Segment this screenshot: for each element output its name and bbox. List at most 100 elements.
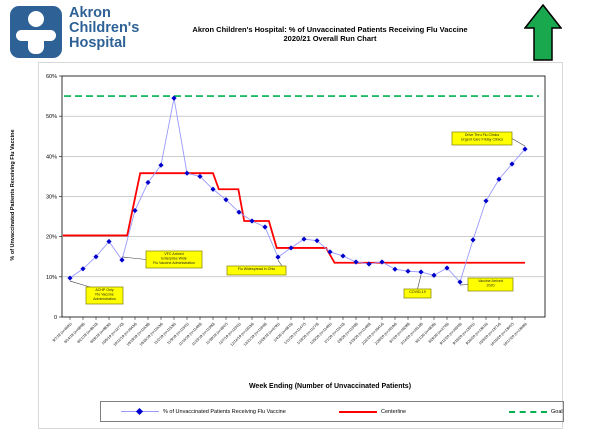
data-point-marker bbox=[470, 237, 476, 243]
annotation-text: 2020 bbox=[487, 284, 495, 288]
legend-label-centerline: Centerline bbox=[381, 408, 407, 415]
annotation-callout: Flu Widespread in Ohio bbox=[226, 259, 287, 276]
annotation-callout: COVID-19 bbox=[403, 274, 432, 299]
x-tick-label: 10/19/19 (n=11638) bbox=[126, 322, 151, 347]
data-point-marker bbox=[236, 209, 242, 215]
annotation-text: Urgent Care Friday Clinics bbox=[461, 138, 503, 142]
x-tick-label: 10/26/19 (n=11634) bbox=[139, 322, 164, 347]
annotation-text: Flu Vaccine bbox=[95, 293, 114, 297]
diamond-marker-icon bbox=[135, 407, 144, 415]
data-point-marker bbox=[158, 162, 164, 168]
logo-line-2: Children's bbox=[69, 20, 140, 36]
hospital-logo: Akron Children's Hospital bbox=[10, 6, 139, 58]
data-point-marker bbox=[405, 268, 411, 274]
data-point-marker bbox=[145, 179, 151, 186]
annotation-text: COVID-19 bbox=[409, 290, 426, 294]
annotation-text: Flu Vaccine Administration bbox=[153, 261, 195, 265]
hospital-logo-icon bbox=[10, 6, 62, 58]
data-point-marker bbox=[132, 207, 138, 214]
logo-line-1: Akron bbox=[69, 5, 111, 21]
logo-line-3: Hospital bbox=[69, 35, 127, 51]
data-point-marker bbox=[106, 238, 112, 245]
data-point-marker bbox=[457, 279, 463, 285]
y-tick-label: 20% bbox=[46, 235, 57, 241]
legend-item-goal: Goal bbox=[509, 402, 563, 421]
data-point-marker bbox=[262, 224, 268, 230]
legend-item-series: % of Unvaccinated Patients Receiving Flu… bbox=[121, 402, 286, 421]
trend-up-arrow-icon bbox=[523, 3, 563, 67]
annotation-leader bbox=[459, 284, 469, 286]
data-point-marker bbox=[379, 259, 385, 265]
legend-item-centerline: Centerline bbox=[339, 402, 406, 421]
data-point-marker bbox=[288, 245, 294, 251]
data-point-marker bbox=[93, 254, 99, 260]
data-point-marker bbox=[509, 161, 515, 167]
annotation-text: Drive Thru Flu Clinics bbox=[465, 133, 499, 137]
annotation-box bbox=[451, 131, 513, 146]
annotation-leader bbox=[277, 259, 283, 267]
data-point-marker bbox=[223, 197, 229, 203]
hospital-logo-text: Akron Children's Hospital bbox=[69, 6, 139, 51]
annotation-leader bbox=[417, 274, 422, 290]
data-point-marker bbox=[431, 272, 437, 278]
y-tick-label: 30% bbox=[46, 195, 57, 201]
data-point-marker bbox=[444, 265, 450, 271]
logo-baby-body bbox=[28, 30, 44, 54]
y-tick-label: 0 bbox=[54, 315, 57, 321]
annotation-text: Administration bbox=[93, 297, 116, 301]
x-tick-label: 10/17/20 (n=13686) bbox=[503, 322, 528, 347]
annotation-box bbox=[145, 250, 203, 269]
data-point-marker bbox=[522, 146, 528, 152]
y-tick-label: 40% bbox=[46, 154, 57, 160]
data-point-marker bbox=[67, 275, 73, 281]
x-tick-label: 12/21/19 (n=11848) bbox=[243, 322, 268, 347]
data-point-marker bbox=[327, 249, 333, 255]
annotation-box bbox=[226, 265, 287, 276]
data-point-marker bbox=[301, 236, 307, 242]
data-point-marker bbox=[119, 257, 125, 263]
annotation-text: Vaccine Arrived bbox=[478, 279, 503, 283]
legend-label-series: % of Unvaccinated Patients Receiving Flu… bbox=[163, 408, 286, 415]
data-point-marker bbox=[249, 218, 255, 224]
chart-legend: % of Unvaccinated Patients Receiving Flu… bbox=[100, 401, 564, 422]
legend-label-goal: Goal bbox=[551, 408, 563, 415]
data-point-marker bbox=[171, 95, 177, 101]
data-point-marker bbox=[392, 266, 398, 272]
data-point-marker bbox=[314, 238, 320, 244]
chart-title-line2: 2020/21 Overall Run Chart bbox=[283, 34, 377, 43]
centerline bbox=[62, 172, 525, 264]
annotation-leader bbox=[69, 280, 91, 288]
chart-title: Akron Children's Hospital: % of Unvaccin… bbox=[100, 25, 560, 43]
x-tick-label: 11/23/19 (n=11300) bbox=[191, 322, 216, 347]
chart-title-line1: Akron Children's Hospital: % of Unvaccin… bbox=[192, 25, 468, 34]
annotation-box bbox=[85, 286, 124, 305]
data-point-marker bbox=[210, 186, 216, 192]
x-tick-label: 11/16/19 (n=11483) bbox=[178, 322, 203, 347]
annotation-leader bbox=[121, 256, 147, 260]
annotation-text: Enterprise Wide bbox=[161, 257, 187, 261]
annotation-leader bbox=[511, 138, 526, 147]
y-tick-label: 60% bbox=[46, 74, 57, 80]
data-point-marker bbox=[340, 253, 346, 259]
data-point-marker bbox=[418, 269, 424, 275]
data-point-marker bbox=[353, 259, 359, 265]
annotation-text: ACHP Only bbox=[95, 288, 114, 292]
y-tick-label: 50% bbox=[46, 114, 57, 120]
data-point-marker bbox=[275, 254, 281, 260]
data-point-marker bbox=[184, 170, 190, 176]
x-axis-title: Week Ending (Number of Unvaccinated Pati… bbox=[248, 383, 412, 390]
annotation-text: Flu Widespread in Ohio bbox=[238, 267, 276, 271]
centerline-sample bbox=[339, 410, 377, 413]
annotation-box bbox=[403, 288, 432, 299]
series-line-sample bbox=[121, 407, 159, 415]
goal-line-sample bbox=[509, 410, 547, 413]
annotation-box bbox=[467, 277, 514, 292]
data-point-marker bbox=[197, 173, 203, 180]
logo-baby-head bbox=[28, 11, 44, 27]
annotation-text: VFC Arrived bbox=[164, 252, 183, 256]
